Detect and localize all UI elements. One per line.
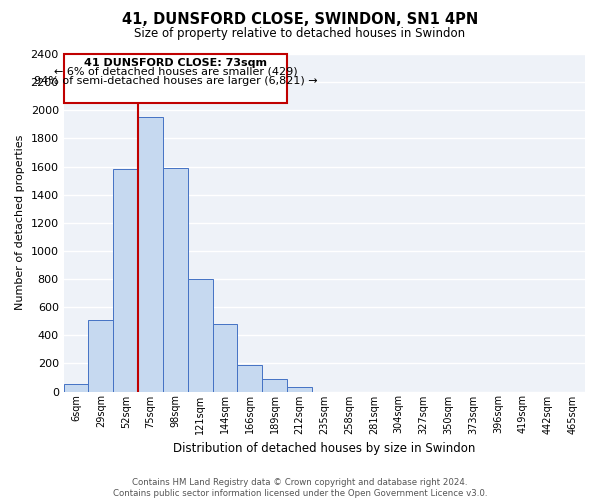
Bar — [64, 384, 88, 392]
Bar — [88, 320, 113, 392]
Bar — [138, 118, 163, 392]
Bar — [163, 168, 188, 392]
Bar — [238, 365, 262, 392]
Text: 41, DUNSFORD CLOSE, SWINDON, SN1 4PN: 41, DUNSFORD CLOSE, SWINDON, SN1 4PN — [122, 12, 478, 28]
Text: Contains HM Land Registry data © Crown copyright and database right 2024.
Contai: Contains HM Land Registry data © Crown c… — [113, 478, 487, 498]
Text: ← 6% of detached houses are smaller (429): ← 6% of detached houses are smaller (429… — [53, 66, 297, 76]
Bar — [113, 170, 138, 392]
Text: Size of property relative to detached houses in Swindon: Size of property relative to detached ho… — [134, 28, 466, 40]
Text: 41 DUNSFORD CLOSE: 73sqm: 41 DUNSFORD CLOSE: 73sqm — [84, 58, 267, 68]
FancyBboxPatch shape — [64, 54, 287, 102]
Bar — [212, 324, 238, 392]
Bar — [188, 279, 212, 392]
Text: 94% of semi-detached houses are larger (6,821) →: 94% of semi-detached houses are larger (… — [34, 76, 317, 86]
Y-axis label: Number of detached properties: Number of detached properties — [15, 135, 25, 310]
Bar — [262, 379, 287, 392]
Bar — [287, 388, 312, 392]
X-axis label: Distribution of detached houses by size in Swindon: Distribution of detached houses by size … — [173, 442, 476, 455]
